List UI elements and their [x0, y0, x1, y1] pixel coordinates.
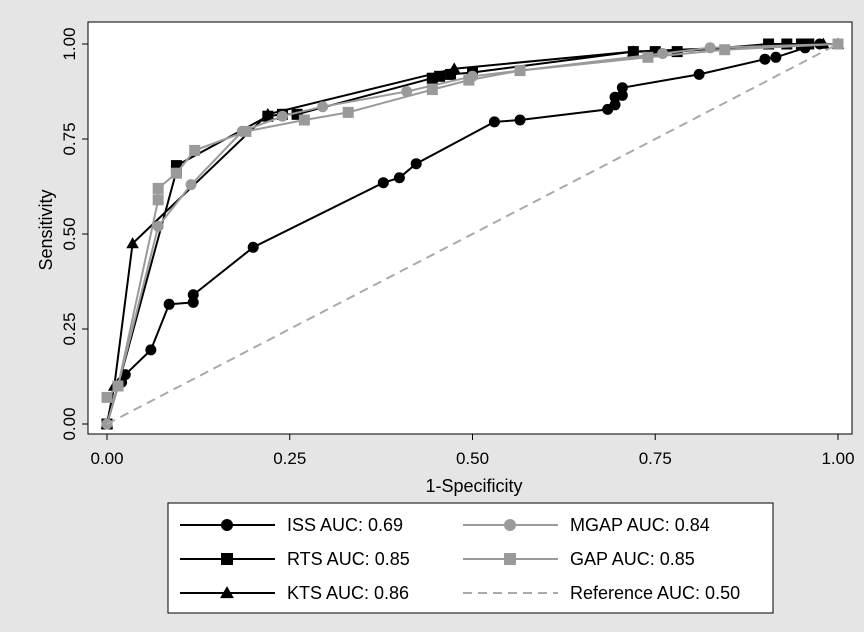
- data-point: [187, 296, 199, 308]
- legend-label: RTS AUC: 0.85: [287, 549, 410, 569]
- data-point: [410, 158, 422, 170]
- data-point: [393, 172, 405, 184]
- data-point: [276, 110, 288, 122]
- x-tick-label: 0.50: [456, 449, 489, 468]
- data-point: [126, 237, 139, 249]
- legend-marker: [504, 519, 516, 531]
- data-point: [401, 86, 413, 97]
- data-point: [626, 45, 640, 57]
- y-tick-label: 0.00: [60, 407, 79, 440]
- data-point: [434, 70, 446, 82]
- series-line: [106, 43, 839, 425]
- legend-marker: [504, 553, 516, 565]
- data-point: [342, 106, 354, 118]
- legend-marker: [221, 519, 233, 531]
- data-point: [693, 68, 705, 80]
- y-tick-label: 0.50: [60, 217, 79, 250]
- data-point: [170, 167, 182, 179]
- x-tick-label: 0.00: [90, 449, 123, 468]
- data-point: [463, 74, 475, 86]
- y-tick-label: 0.75: [60, 122, 79, 155]
- data-point: [445, 68, 457, 80]
- axes-layer: 0.00 0.25 0.50 0.75 1.00 0.00 0.25 0.50 0.75 1.00: [60, 27, 855, 468]
- data-point: [185, 179, 197, 191]
- series-layer: [100, 37, 845, 430]
- data-point: [817, 37, 830, 49]
- legend-label: GAP AUC: 0.85: [570, 549, 695, 569]
- data-point: [317, 101, 329, 113]
- data-point: [187, 289, 199, 301]
- data-point: [152, 220, 164, 232]
- data-point: [240, 125, 252, 137]
- data-point: [488, 116, 500, 128]
- y-tick-label: 1.00: [60, 27, 79, 60]
- data-point: [759, 53, 771, 65]
- legend-item: GAP AUC: 0.85: [463, 549, 695, 569]
- data-point: [426, 72, 438, 84]
- legend-marker: [221, 553, 233, 565]
- legend-item: KTS AUC: 0.86: [180, 583, 409, 603]
- data-point: [291, 108, 303, 120]
- data-point: [447, 62, 461, 74]
- legend-label: KTS AUC: 0.86: [287, 583, 409, 603]
- data-point: [170, 160, 182, 172]
- legend-item: ISS AUC: 0.69: [180, 515, 403, 535]
- x-tick-label: 0.75: [639, 449, 672, 468]
- series-reference: [106, 43, 839, 425]
- x-tick-label: 1.00: [821, 449, 854, 468]
- data-point: [112, 380, 124, 392]
- data-point: [642, 51, 654, 63]
- data-point: [426, 84, 438, 96]
- legend-marker: [220, 586, 234, 599]
- data-point: [145, 344, 157, 356]
- legend: ISS AUC: 0.69 RTS AUC: 0.85 KTS AUC: 0.86 M…: [167, 502, 774, 614]
- data-point: [616, 89, 628, 101]
- data-point: [763, 38, 775, 50]
- data-point: [719, 44, 731, 56]
- data-point: [377, 177, 389, 189]
- legend-item: RTS AUC: 0.85: [180, 549, 410, 569]
- y-tick-label: 0.25: [60, 312, 79, 345]
- legend-label: Reference AUC: 0.50: [570, 583, 740, 603]
- legend-items: ISS AUC: 0.69 RTS AUC: 0.85 KTS AUC: 0.86 M…: [180, 515, 740, 603]
- x-axis-title: 1-Specificity: [425, 476, 522, 496]
- data-point: [770, 51, 782, 63]
- y-axis-title: Sensitivity: [36, 189, 56, 270]
- data-point: [781, 38, 793, 50]
- data-point: [101, 391, 113, 403]
- data-point: [616, 82, 628, 94]
- data-point: [261, 107, 275, 120]
- data-point: [189, 144, 201, 156]
- data-point: [514, 114, 526, 126]
- data-point: [298, 114, 310, 126]
- series-line: [106, 43, 839, 425]
- data-point: [657, 48, 669, 59]
- data-point: [514, 65, 526, 77]
- data-point: [609, 99, 621, 111]
- legend-item: Reference AUC: 0.50: [463, 583, 740, 603]
- data-point: [163, 298, 175, 310]
- data-point: [152, 182, 164, 194]
- series-gap: [101, 38, 844, 403]
- data-point: [832, 38, 844, 50]
- data-point: [247, 241, 259, 253]
- legend-item: MGAP AUC: 0.84: [463, 515, 710, 535]
- legend-label: MGAP AUC: 0.84: [570, 515, 710, 535]
- legend-label: ISS AUC: 0.69: [287, 515, 403, 535]
- plot-background: [87, 21, 853, 435]
- x-tick-label: 0.25: [273, 449, 306, 468]
- data-point: [152, 194, 164, 206]
